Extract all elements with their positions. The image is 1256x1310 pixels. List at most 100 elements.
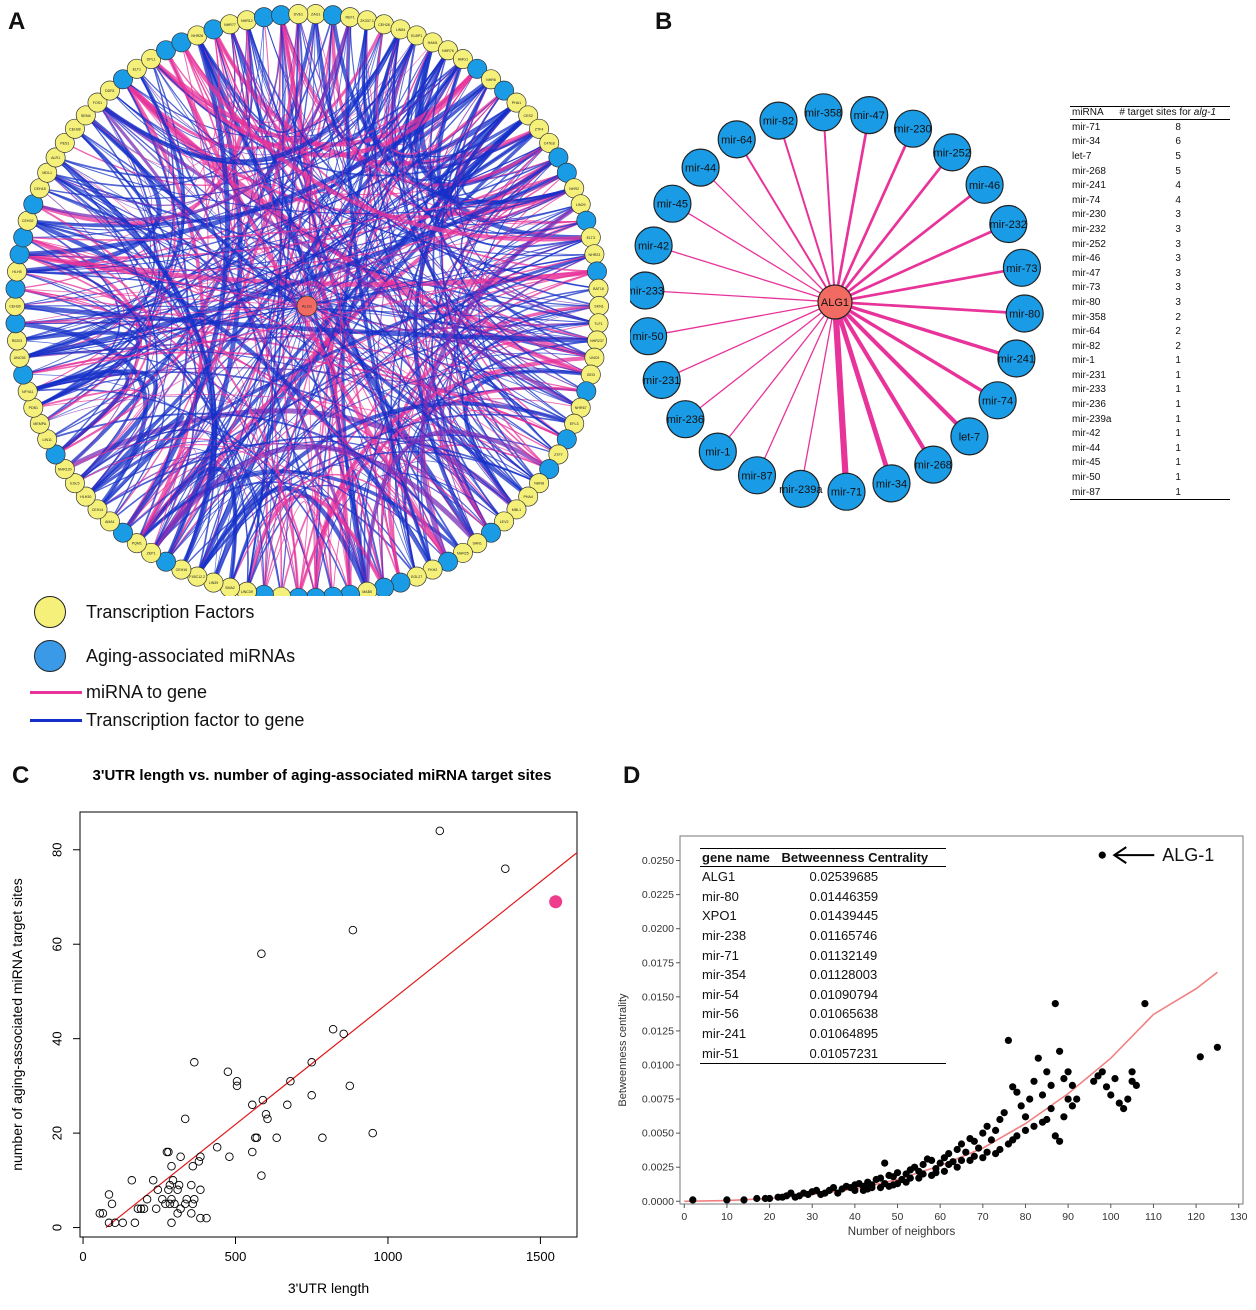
mirna-cell: mir-44: [1072, 442, 1101, 454]
network-edge: [213, 17, 351, 583]
hub-edge: [122, 305, 308, 534]
mirna-node: [893, 109, 933, 148]
table-row: mir-46 3: [1070, 251, 1230, 266]
data-point: [328, 1024, 338, 1034]
data-point: [1060, 1113, 1068, 1121]
hub-edge: [150, 58, 308, 307]
alg1-edge: [645, 289, 836, 303]
mirna-node: [759, 101, 798, 140]
hub-edge: [180, 42, 308, 307]
data-point: [1124, 1095, 1132, 1103]
sites-cell: 4: [1175, 194, 1181, 206]
tf-node: [75, 486, 96, 507]
hub-edge: [280, 15, 308, 307]
data-point: [996, 1115, 1004, 1124]
data-point: [286, 1076, 295, 1086]
gene-name-cell: mir-51: [700, 1043, 780, 1064]
tf-node-label: SEM4: [81, 114, 91, 118]
alg1-edge: [834, 266, 1023, 304]
network-edge: [27, 14, 299, 225]
network-edge: [96, 101, 582, 410]
data-point: [932, 1169, 940, 1177]
table-row: mir-252 3: [1070, 237, 1230, 252]
hub-edge: [306, 24, 385, 307]
network-edge: [14, 305, 166, 522]
tf-node: [506, 499, 527, 520]
tf-node-label: CEH32: [22, 219, 34, 223]
data-point: [257, 1171, 266, 1180]
data-point: [1090, 1077, 1098, 1085]
legend-tf-edge: Transcription factor to gene: [30, 710, 304, 731]
mirna-cell: mir-45: [1072, 457, 1101, 469]
network-edge: [179, 41, 591, 242]
alg1-edge: [647, 301, 836, 337]
data-point: [957, 1156, 966, 1164]
table-row: XPO1 0.01439445: [700, 906, 946, 926]
hub-edge: [74, 305, 308, 484]
mirna-node-label: mir-82: [763, 116, 794, 128]
mirna-node-swatch: [34, 640, 66, 672]
data-point: [987, 1136, 995, 1144]
network-edge: [410, 58, 529, 164]
data-point: [118, 1218, 127, 1228]
sites-cell: 1: [1175, 457, 1181, 469]
tf-node-label: MAB5: [362, 590, 372, 594]
hub-edge: [15, 305, 308, 324]
network-edge: [64, 437, 385, 588]
data-point: [740, 1196, 748, 1204]
mirna-cell: mir-73: [1072, 282, 1101, 294]
mirna-node: [539, 459, 560, 480]
panel-label-a: A: [8, 8, 26, 35]
table-row: mir-358 2: [1070, 310, 1230, 325]
y-tick-label: 0.0175: [642, 957, 674, 969]
tf-node-label: NHR8: [534, 482, 544, 486]
data-point: [252, 1133, 262, 1143]
network-edge: [439, 102, 575, 425]
x-tick-label: 130: [1230, 1211, 1248, 1223]
tf-node: [494, 511, 515, 532]
table-row: mir-354 0.01128003: [700, 965, 946, 985]
data-point: [196, 1185, 205, 1195]
tf-node-label: F45C12.2: [189, 575, 205, 579]
data-point: [851, 1186, 859, 1194]
hub-edge: [19, 253, 308, 307]
network-edge: [33, 389, 142, 456]
hub-edge: [306, 305, 550, 470]
y-tick-label: 0.0125: [642, 1025, 674, 1037]
tf-node-label: CEH18: [34, 187, 46, 191]
hub-edge: [55, 157, 308, 307]
x-axis-label: Number of neighbors: [848, 1226, 956, 1238]
hub-edge: [306, 305, 418, 577]
tf-node-label: NHR120: [58, 468, 72, 472]
mirna-node: [9, 244, 30, 265]
alg1-highlight-point: [549, 895, 563, 909]
network-edge: [63, 408, 519, 512]
tf-node-label: DDR1: [105, 89, 115, 93]
tf-node-label: NFYA1: [22, 390, 33, 394]
tf-node-label: BAT18: [593, 287, 604, 291]
tf-node: [438, 40, 458, 61]
centrality-cell: 0.02539685: [809, 869, 879, 885]
network-edge: [393, 29, 529, 158]
data-point: [881, 1159, 889, 1167]
annotation-label: ALG-1: [1162, 845, 1214, 865]
alg1-edge: [700, 167, 836, 303]
table-row: mir-236 1: [1070, 397, 1230, 412]
panel-label-d: D: [623, 762, 641, 789]
sites-cell: 1: [1117, 484, 1230, 501]
legend-tf: Transcription Factors: [30, 596, 254, 628]
hub-edge: [213, 305, 308, 583]
mirna-node: [681, 148, 720, 187]
data-point: [1013, 1088, 1021, 1096]
data-point: [1021, 1126, 1030, 1134]
data-point: [161, 1199, 170, 1209]
data-point: [232, 1076, 242, 1086]
network-edge: [19, 253, 149, 484]
x-tick-label: 70: [977, 1211, 989, 1223]
tf-node: [87, 92, 108, 113]
data-point: [996, 1145, 1004, 1154]
data-point: [1073, 1095, 1081, 1103]
tf-node-label: SMA2: [225, 586, 235, 590]
alg1-edge: [822, 112, 836, 303]
mirna-node: [827, 472, 866, 511]
